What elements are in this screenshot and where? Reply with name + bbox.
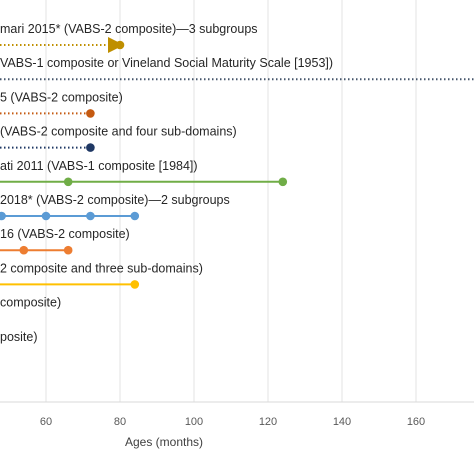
x-tick-label: 120 xyxy=(259,416,277,428)
data-point xyxy=(278,177,288,187)
study-label: 5 (VABS-2 composite) xyxy=(0,90,123,104)
x-tick-label: 100 xyxy=(185,416,203,428)
study-label: mari 2015* (VABS-2 composite)—3 subgroup… xyxy=(0,22,258,36)
x-tick-labels: 60 80 100 120 140 160 xyxy=(40,416,425,428)
data-point xyxy=(130,280,140,289)
gridlines xyxy=(45,0,417,402)
data-point xyxy=(0,211,6,221)
x-tick-label: 60 xyxy=(40,416,52,428)
data-point xyxy=(63,177,73,187)
x-tick-label: 160 xyxy=(407,416,425,428)
study-label: posite) xyxy=(0,330,38,344)
x-tick-label: 140 xyxy=(333,416,351,428)
series-layer xyxy=(0,37,474,289)
study-label: VABS-1 composite or Vineland Social Matu… xyxy=(0,56,333,70)
study-label: composite) xyxy=(0,296,61,310)
x-tick-label: 80 xyxy=(114,416,126,428)
study-label: 2 composite and three sub-domains) xyxy=(0,261,203,275)
x-axis-title: Ages (months) xyxy=(125,435,203,449)
label-layer: mari 2015* (VABS-2 composite)—3 subgroup… xyxy=(0,22,333,344)
data-point xyxy=(115,40,125,50)
study-label: 16 (VABS-2 composite) xyxy=(0,227,130,241)
study-label: ati 2011 (VABS-1 composite [1984]) xyxy=(0,159,198,173)
data-point xyxy=(130,211,140,221)
data-point xyxy=(86,211,95,221)
data-point xyxy=(63,245,73,255)
data-point xyxy=(41,211,51,221)
data-point xyxy=(86,109,95,118)
study-label: 2018* (VABS-2 composite)—2 subgroups xyxy=(0,193,230,207)
data-point xyxy=(86,143,95,152)
study-label: (VABS-2 composite and four sub-domains) xyxy=(0,125,237,139)
data-point xyxy=(19,245,29,255)
